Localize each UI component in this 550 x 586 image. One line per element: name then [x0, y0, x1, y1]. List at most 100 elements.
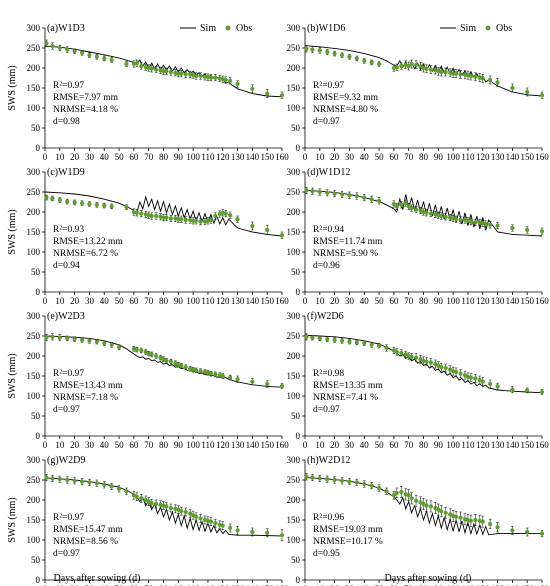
- x-tick-label: 150: [260, 152, 274, 162]
- x-tick-label: 50: [375, 440, 385, 450]
- obs-point: [332, 477, 337, 483]
- x-tick-label: 80: [159, 152, 169, 162]
- obs-point: [65, 199, 70, 204]
- y-tick-label: 250: [27, 475, 41, 485]
- y-tick-label: 100: [27, 535, 41, 545]
- obs-point: [391, 201, 396, 207]
- obs-point: [153, 501, 159, 507]
- x-tick-label: 100: [186, 584, 200, 586]
- panel-label: (f)W2D6: [307, 311, 344, 322]
- panel-7: 0501001502002503000102030405060708090100…: [7, 455, 289, 586]
- y-tick-label: 0: [296, 287, 301, 297]
- obs-point: [458, 217, 463, 223]
- y-axis-title: SWS (mm): [7, 65, 18, 110]
- obs-point: [193, 514, 199, 519]
- legend-sim-label: Sim: [200, 23, 216, 34]
- obs-point: [139, 496, 144, 501]
- x-tick-label: 160: [535, 296, 549, 306]
- obs-point: [325, 190, 330, 195]
- obs-point: [495, 384, 500, 389]
- obs-point: [473, 74, 478, 79]
- obs-point: [304, 334, 309, 339]
- obs-point: [488, 381, 493, 387]
- obs-point: [453, 71, 459, 76]
- x-tick-label: 40: [100, 584, 110, 586]
- stat-line: RMSE=19.03 mm: [313, 525, 383, 535]
- obs-point: [65, 477, 70, 483]
- obs-point: [409, 496, 414, 501]
- x-tick-label: 60: [129, 296, 139, 306]
- x-tick-label: 150: [260, 440, 274, 450]
- obs-point: [87, 480, 92, 485]
- panel-label: (c)W1D9: [47, 167, 85, 178]
- obs-point: [473, 376, 478, 381]
- x-tick-label: 70: [404, 152, 414, 162]
- obs-point: [369, 483, 374, 488]
- obs-point: [149, 213, 154, 219]
- stat-line: d=0.94: [53, 261, 80, 271]
- x-tick-label: 30: [345, 152, 355, 162]
- obs-point: [354, 193, 359, 199]
- x-tick-label: 120: [476, 584, 490, 586]
- x-tick-label: 80: [419, 296, 429, 306]
- obs-point: [339, 53, 345, 58]
- x-tick-label: 80: [159, 296, 169, 306]
- x-tick-label: 130: [491, 584, 505, 586]
- stat-line: NRMSE=4.18 %: [53, 105, 118, 115]
- obs-point: [332, 191, 337, 196]
- obs-point: [376, 343, 382, 348]
- obs-point: [94, 481, 99, 486]
- y-tick-label: 200: [287, 495, 301, 505]
- obs-point: [149, 352, 154, 357]
- obs-point: [279, 93, 285, 98]
- stat-line: d=0.97: [313, 117, 340, 127]
- obs-point: [468, 219, 473, 224]
- legend-obs-label: Obs: [496, 23, 512, 34]
- obs-point: [191, 218, 196, 223]
- x-axis-title-right: Days after sowing (d): [385, 573, 472, 584]
- x-tick-label: 30: [345, 584, 355, 586]
- y-tick-label: 50: [291, 411, 301, 421]
- obs-point: [394, 65, 399, 70]
- obs-point: [399, 202, 404, 207]
- x-tick-label: 150: [520, 152, 534, 162]
- obs-point: [376, 198, 382, 203]
- obs-point: [134, 61, 139, 66]
- obs-point: [213, 75, 218, 80]
- x-tick-label: 90: [434, 584, 444, 586]
- x-tick-label: 30: [345, 296, 355, 306]
- x-tick-label: 100: [446, 584, 460, 586]
- obs-point: [510, 528, 515, 533]
- x-axis-title-left: Days after sowing (d): [54, 573, 141, 584]
- obs-point: [439, 509, 444, 514]
- obs-point: [208, 519, 213, 524]
- stat-line: d=0.97: [53, 405, 80, 415]
- obs-point: [409, 205, 414, 211]
- stat-line: R²=0.96: [313, 513, 344, 523]
- obs-point: [139, 348, 144, 353]
- y-tick-label: 100: [27, 391, 41, 401]
- y-tick-label: 150: [27, 515, 41, 525]
- stat-line: d=0.97: [53, 549, 80, 559]
- obs-point: [495, 223, 500, 228]
- obs-point: [354, 56, 359, 61]
- obs-point: [453, 369, 459, 375]
- obs-point: [250, 223, 255, 229]
- obs-point: [488, 77, 493, 83]
- y-tick-label: 300: [287, 311, 301, 321]
- obs-point: [525, 388, 530, 393]
- obs-point: [50, 476, 55, 481]
- obs-point: [65, 336, 70, 341]
- x-tick-label: 140: [506, 440, 520, 450]
- x-tick-label: 40: [360, 440, 370, 450]
- obs-point: [458, 371, 463, 376]
- obs-point: [208, 217, 213, 223]
- obs-point: [391, 493, 396, 498]
- y-tick-label: 150: [27, 227, 41, 237]
- obs-point: [279, 383, 285, 389]
- obs-point: [50, 43, 55, 49]
- obs-point: [168, 359, 174, 364]
- obs-point: [403, 201, 408, 206]
- x-tick-label: 20: [70, 584, 80, 586]
